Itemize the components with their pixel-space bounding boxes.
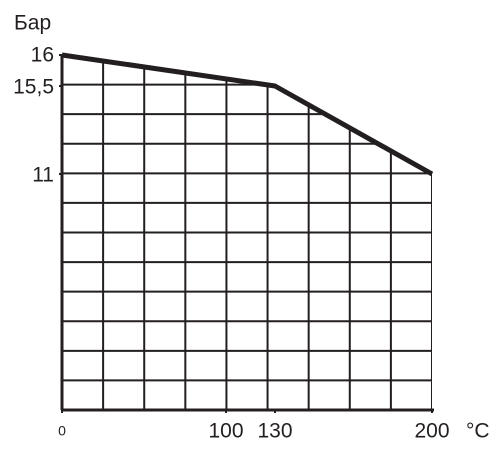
x-axis-label: °C <box>466 420 490 443</box>
x-tick-label: 100 <box>208 420 243 443</box>
x-tick-label: 200 <box>414 420 449 443</box>
y-tick-label: 16 <box>31 44 54 67</box>
grid <box>62 55 432 410</box>
line <box>61 52 434 177</box>
x-tick-label: 130 <box>257 420 292 443</box>
y-tick-label: 11 <box>32 164 54 187</box>
x-tick-label: 0 <box>58 423 66 439</box>
y-tick-label: 15,5 <box>13 76 54 99</box>
y-axis-label: Бар <box>14 12 51 35</box>
